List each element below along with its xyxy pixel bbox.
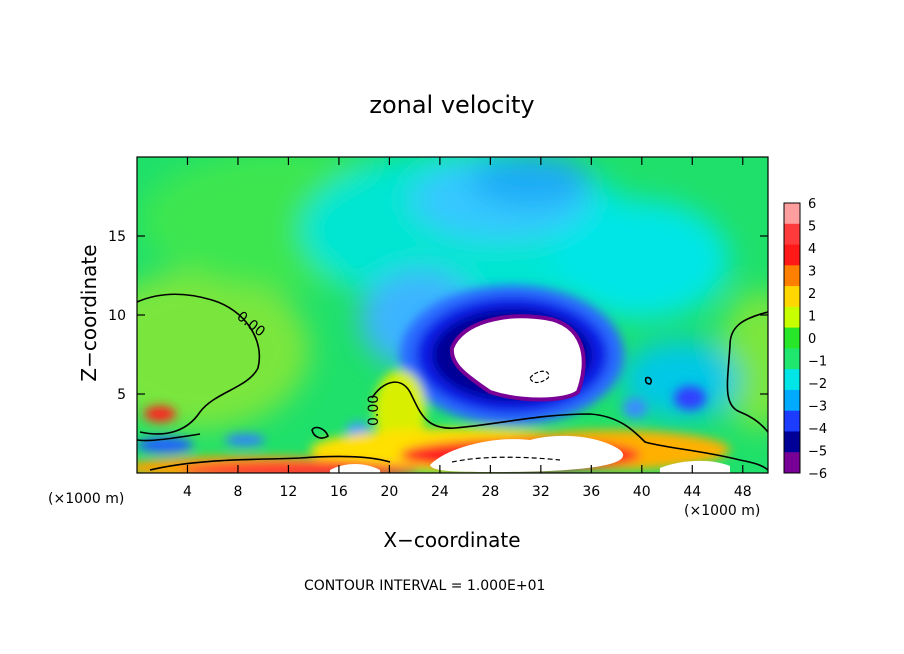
y-axis: 5 10 15	[108, 229, 768, 403]
colorbar-label: −1	[808, 355, 827, 370]
colorbar-label: −5	[808, 445, 827, 460]
colorbar-swatch-−2	[784, 369, 800, 391]
x-tick-label: 16	[330, 484, 348, 500]
colorbar-label: −3	[808, 400, 827, 415]
colorbar-label: 2	[808, 287, 816, 302]
plot-area: 0.00 0.00	[137, 157, 768, 473]
colorbar-swatch-3	[784, 265, 800, 287]
colorbar-swatch-1	[784, 306, 800, 329]
y-tick-label: 10	[108, 308, 126, 324]
colorbar-label: 1	[808, 310, 816, 325]
colorbar-label: 5	[808, 220, 816, 235]
colorbar-label: −4	[808, 422, 827, 437]
colorbar-swatch-6	[784, 203, 800, 225]
x-unit-label-right: (×1000 m)	[684, 503, 761, 519]
colorbar: 6 5 4 3 2 1 0 −1 −2 −3 −4 −5 −6	[783, 197, 827, 482]
colorbar-label: 0	[808, 332, 816, 347]
colorbar-label: 3	[808, 265, 816, 280]
colorbar-swatch-−4	[784, 410, 800, 432]
x-tick-label: 24	[431, 484, 449, 500]
colorbar-swatch-−5	[784, 431, 800, 453]
x-unit-label-left: (×1000 m)	[48, 491, 125, 507]
x-tick-label: 36	[582, 484, 600, 500]
contour-interval-footer: CONTOUR INTERVAL = 1.000E+01	[304, 578, 546, 594]
y-tick-label: 5	[117, 387, 126, 403]
colorbar-swatch-5	[784, 223, 800, 246]
colorbar-swatch-2	[784, 286, 800, 308]
x-tick-label: 44	[683, 484, 701, 500]
x-tick-label: 28	[481, 484, 499, 500]
colorbar-frame	[783, 202, 801, 474]
colorbar-label: 4	[808, 242, 816, 257]
x-axis: 4 8 12 16 20 24 28 32 36 40 44 48	[183, 157, 752, 500]
x-tick-label: 32	[532, 484, 550, 500]
colorbar-swatch-0	[784, 327, 800, 349]
x-tick-label: 12	[280, 484, 298, 500]
colorbar-swatch-4	[784, 244, 800, 266]
zero-contour-label-2: 0.00	[366, 395, 382, 426]
y-axis-label: Z−coordinate	[77, 244, 101, 381]
x-tick-label: 8	[233, 484, 242, 500]
x-tick-label: 48	[734, 484, 752, 500]
colorbar-label: −2	[808, 377, 827, 392]
x-tick-label: 4	[183, 484, 192, 500]
colorbar-swatch-−6	[784, 452, 800, 474]
x-axis-label: X−coordinate	[383, 528, 520, 552]
colorbar-swatch-−1	[784, 348, 800, 370]
colorbar-swatch-−3	[784, 389, 800, 412]
colorbar-label: −6	[808, 467, 827, 482]
y-tick-label: 15	[108, 229, 126, 245]
chart-title: zonal velocity	[369, 91, 534, 119]
x-tick-label: 40	[633, 484, 651, 500]
x-tick-label: 20	[380, 484, 398, 500]
colorbar-label: 6	[808, 197, 816, 212]
